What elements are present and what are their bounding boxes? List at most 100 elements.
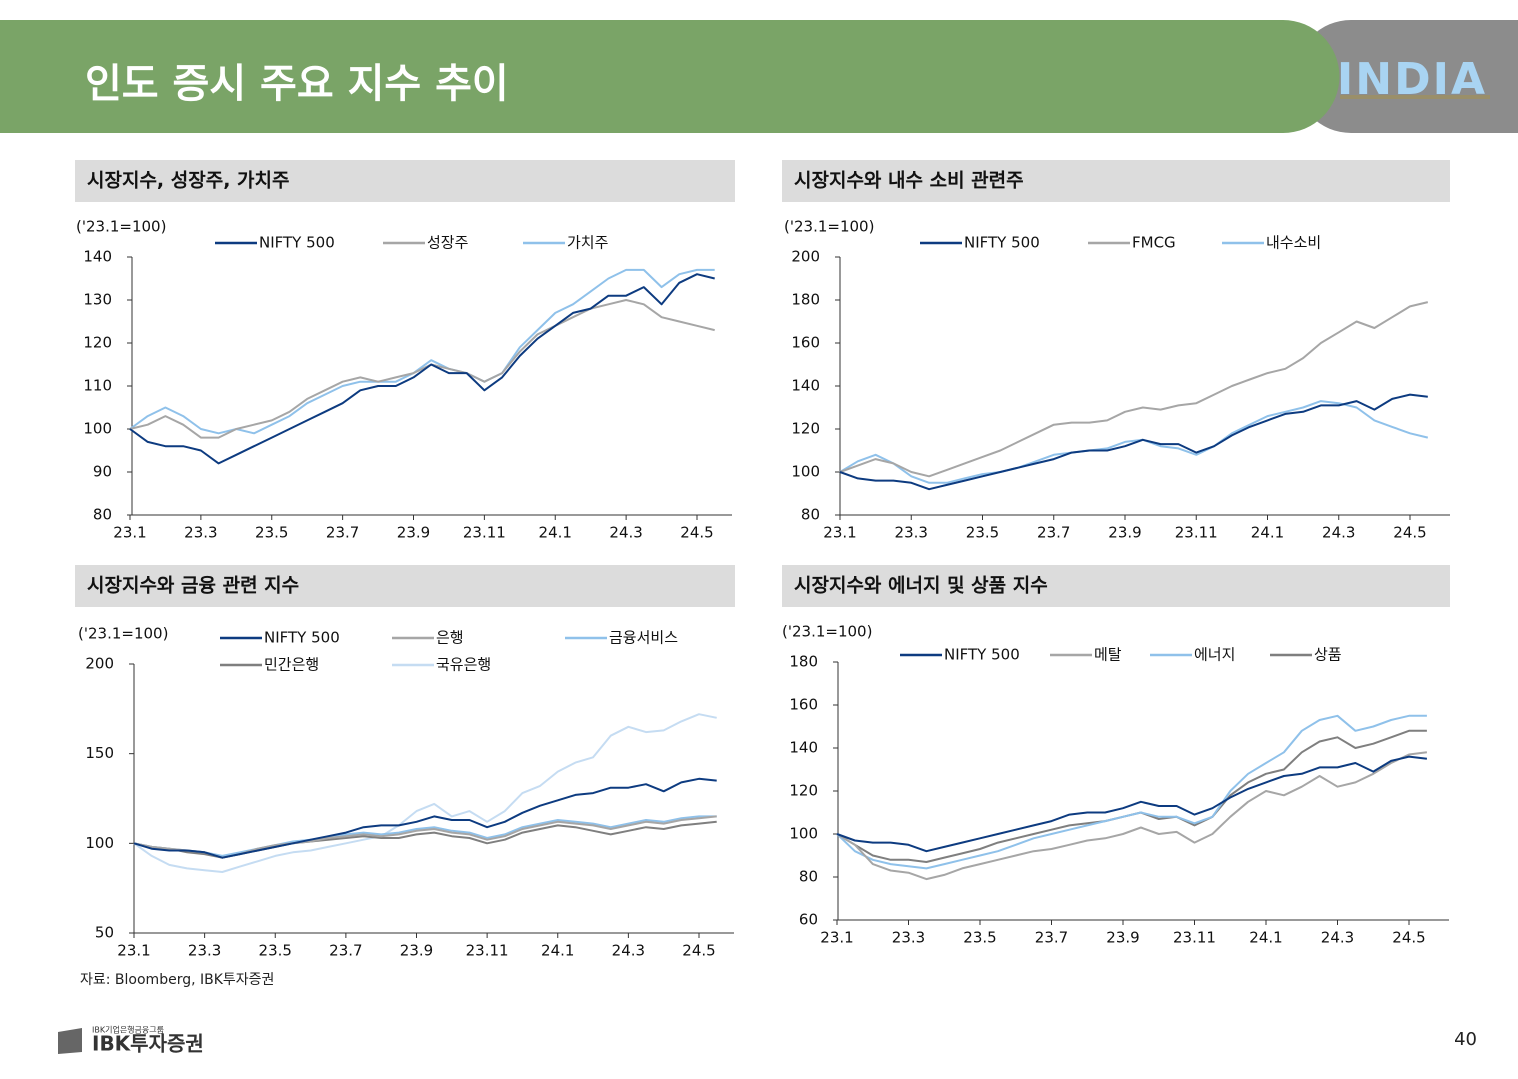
x-tick-label: 24.3	[1321, 929, 1354, 947]
series-line	[133, 777, 717, 859]
chart-title: 시장지수와 금융 관련 지수	[87, 575, 299, 597]
y-tick-label: 180	[791, 291, 820, 309]
brand: IBK투자증권	[92, 1032, 204, 1056]
y-tick-label: 100	[791, 463, 820, 481]
x-tick-label: 23.7	[1035, 929, 1068, 947]
y-unit: ('23.1=100)	[782, 623, 872, 641]
y-tick-label: 120	[83, 334, 112, 352]
x-tick-label: 23.1	[823, 524, 856, 542]
y-unit: ('23.1=100)	[784, 218, 874, 236]
series-line	[129, 273, 715, 465]
x-tick-label: 24.5	[1393, 524, 1426, 542]
x-tick-label: 24.3	[609, 524, 642, 542]
legend-label: 국유은행	[436, 656, 491, 674]
legend-label: 메탈	[1094, 646, 1122, 664]
x-tick-label: 23.9	[400, 942, 433, 960]
legend-label: NIFTY 500	[964, 234, 1040, 252]
y-tick-label: 100	[85, 834, 114, 852]
y-tick-label: 80	[801, 506, 820, 524]
x-tick-label: 24.3	[612, 942, 645, 960]
x-tick-label: 23.5	[966, 524, 999, 542]
legend-label: NIFTY 500	[264, 629, 340, 647]
legend-label: 금융서비스	[609, 629, 678, 647]
y-tick-label: 120	[789, 782, 818, 800]
x-tick-label: 23.11	[463, 524, 506, 542]
x-tick-label: 23.11	[466, 942, 509, 960]
page-number: 40	[1454, 1029, 1477, 1050]
y-tick-label: 150	[85, 744, 114, 762]
header-bar	[0, 20, 1340, 133]
legend-label: 내수소비	[1266, 234, 1321, 252]
legend-label: 가치주	[567, 234, 608, 252]
series-line	[129, 299, 715, 439]
legend-label: NIFTY 500	[944, 646, 1020, 664]
x-tick-label: 23.9	[1106, 929, 1139, 947]
series-line	[839, 301, 1429, 478]
chart-title: 시장지수와 에너지 및 상품 지수	[794, 575, 1048, 597]
x-tick-label: 23.5	[259, 942, 292, 960]
x-tick-label: 23.3	[892, 929, 925, 947]
y-tick-label: 180	[789, 653, 818, 671]
logo-ground	[1340, 95, 1490, 99]
y-tick-label: 100	[83, 420, 112, 438]
y-unit: ('23.1=100)	[76, 218, 166, 236]
x-tick-label: 24.3	[1322, 524, 1355, 542]
y-tick-label: 140	[83, 248, 112, 266]
y-tick-label: 160	[789, 696, 818, 714]
page-title: 인도 증시 주요 지수 추이	[85, 61, 509, 107]
y-tick-label: 80	[799, 868, 818, 886]
series-line	[129, 268, 715, 435]
source: 자료: Bloomberg, IBK투자증권	[80, 972, 274, 988]
x-tick-label: 24.1	[1249, 929, 1282, 947]
chart-title: 시장지수, 성장주, 가치주	[87, 170, 289, 192]
y-tick-label: 160	[791, 334, 820, 352]
y-tick-label: 60	[799, 911, 818, 929]
x-tick-label: 23.7	[329, 942, 362, 960]
series-line	[836, 714, 1427, 870]
y-tick-label: 80	[93, 506, 112, 524]
x-tick-label: 23.9	[397, 524, 430, 542]
y-tick-label: 110	[83, 377, 112, 395]
y-tick-label: 50	[95, 924, 114, 942]
y-tick-label: 100	[789, 825, 818, 843]
x-tick-label: 23.3	[188, 942, 221, 960]
x-tick-label: 23.1	[117, 942, 150, 960]
series-line	[839, 400, 1429, 484]
series-line	[133, 713, 717, 873]
x-tick-label: 23.1	[820, 929, 853, 947]
header-badge-fill	[1400, 20, 1518, 133]
x-tick-label: 24.5	[1392, 929, 1425, 947]
section-header	[782, 160, 1450, 202]
y-tick-label: 130	[83, 291, 112, 309]
series-line	[839, 393, 1428, 491]
series-line	[133, 815, 717, 857]
y-tick-label: 140	[791, 377, 820, 395]
section-header	[75, 565, 735, 607]
x-tick-label: 23.7	[1037, 524, 1070, 542]
legend-label: 에너지	[1194, 646, 1235, 664]
x-tick-label: 23.11	[1175, 524, 1218, 542]
x-tick-label: 23.9	[1108, 524, 1141, 542]
legend-label: 민간은행	[264, 656, 319, 674]
section-header	[782, 565, 1450, 607]
chart-title: 시장지수와 내수 소비 관련주	[794, 170, 1024, 192]
x-tick-label: 24.1	[1251, 524, 1284, 542]
series-line	[836, 755, 1428, 853]
y-tick-label: 140	[789, 739, 818, 757]
series-line	[836, 729, 1427, 863]
y-unit: ('23.1=100)	[78, 625, 168, 643]
x-tick-label: 23.11	[1173, 929, 1216, 947]
x-tick-label: 23.1	[113, 524, 146, 542]
brand-group: IBK기업은행금융그룹	[92, 1025, 164, 1035]
x-tick-label: 24.1	[539, 524, 572, 542]
brand-icon	[58, 1028, 82, 1054]
y-tick-label: 120	[791, 420, 820, 438]
legend-label: NIFTY 500	[259, 234, 335, 252]
y-tick-label: 200	[85, 655, 114, 673]
x-tick-label: 23.7	[326, 524, 359, 542]
legend-label: 성장주	[427, 234, 468, 252]
legend-label: FMCG	[1132, 234, 1176, 252]
y-tick-label: 90	[93, 463, 112, 481]
x-tick-label: 24.5	[680, 524, 713, 542]
